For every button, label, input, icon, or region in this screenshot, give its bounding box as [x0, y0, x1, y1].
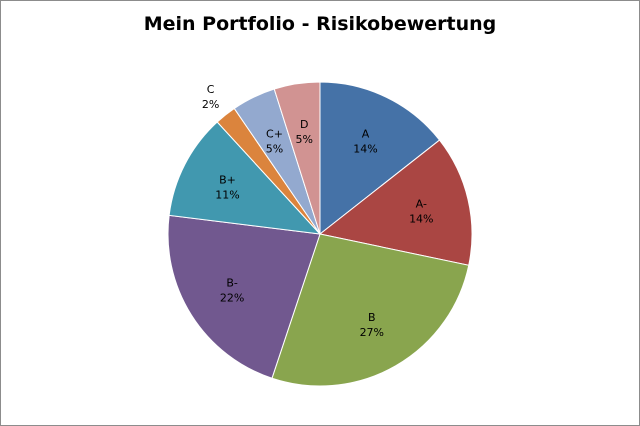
slice-percent-label: 2% [202, 98, 219, 111]
chart-title: Mein Portfolio - Risikobewertung [143, 13, 497, 35]
slice-category-label: A- [416, 197, 427, 210]
slice-category-label: D [300, 118, 308, 131]
pie-slice-b-plus [168, 121, 322, 235]
slice-percent-label: 11% [215, 188, 239, 201]
slice-label-2: B 27% [360, 311, 384, 339]
slice-percent-label: 5% [266, 143, 283, 156]
slice-percent-label: 5% [295, 133, 312, 146]
slice-percent-label: 14% [353, 143, 377, 156]
pie-slice-d [273, 81, 321, 235]
pie-slice-b-minus [167, 214, 321, 379]
slice-category-label: C [207, 83, 215, 96]
slice-label-3: B- 22% [220, 277, 244, 305]
slice-label-0: A 14% [353, 128, 377, 156]
slice-percent-label: 27% [360, 326, 384, 339]
slice-category-label: B [368, 311, 376, 324]
slice-category-label: B- [226, 277, 238, 290]
slice-label-4: B+ 11% [215, 173, 239, 201]
slice-category-label: C+ [266, 128, 283, 141]
pie-slice-a-minus [318, 139, 473, 266]
slice-category-label: B+ [219, 173, 236, 186]
pie-slice-a [319, 81, 441, 236]
slice-percent-label: 14% [409, 212, 433, 225]
slice-category-label: A [362, 128, 370, 141]
slice-label-6: C+ 5% [266, 128, 283, 156]
pie-slice-b [271, 233, 470, 387]
slice-label-7: D 5% [295, 118, 312, 146]
slice-label-1: A- 14% [409, 197, 433, 225]
slice-label-5: C 2% [202, 83, 219, 111]
slice-percent-label: 22% [220, 292, 244, 305]
